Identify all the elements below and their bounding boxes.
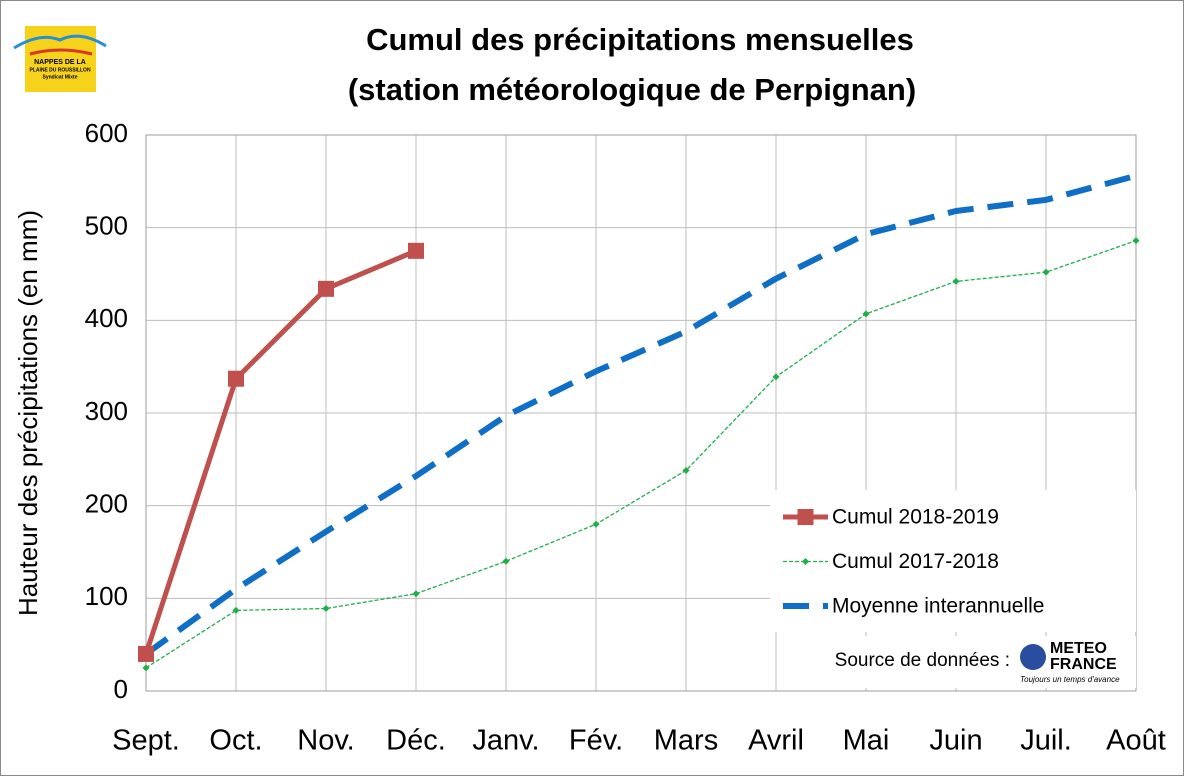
marker: [408, 242, 424, 259]
logo: NAPPES DE LA PLAINE DU ROUSSILLON Syndic…: [13, 26, 107, 92]
x-tick-label: Janv.: [472, 725, 539, 757]
marker: [142, 664, 150, 672]
legend-label: Cumul 2018-2019: [832, 506, 999, 529]
logo-wave: [13, 34, 107, 50]
legend: Cumul 2018-2019 Cumul 2017-2018 Moyenne in…: [770, 490, 1136, 632]
legend-label: Cumul 2017-2018: [832, 550, 999, 573]
legend-label: Moyenne interannuelle: [832, 595, 1044, 618]
logo-text: PLAINE DU ROUSSILLON: [29, 67, 91, 73]
x-tick-label: Déc.: [386, 725, 446, 757]
marker: [772, 373, 780, 381]
meteo-logo-tagline: Toujours un temps d'avance: [1020, 675, 1120, 684]
plot-border: [145, 134, 1137, 692]
x-tick-label: Mars: [654, 725, 718, 757]
y-tick-label: 200: [85, 489, 128, 519]
marker: [1132, 237, 1140, 245]
y-tick-label: 600: [85, 118, 128, 148]
y-tick-label: 500: [85, 211, 128, 241]
x-tick-label: Août: [1106, 725, 1166, 757]
marker: [1042, 268, 1050, 276]
source-label: Source de données :: [835, 650, 1010, 671]
marker: [228, 370, 244, 387]
y-tick-label: 0: [114, 674, 128, 704]
marker: [592, 520, 600, 528]
marker: [952, 277, 960, 285]
marker: [318, 280, 334, 297]
y-axis-label: Hauteur des précipitations (en mm): [13, 210, 43, 616]
marker: [412, 590, 420, 598]
marker: [232, 606, 240, 614]
logo-text: Syndicat Mixte: [42, 74, 77, 80]
x-tick-label: Juin: [929, 725, 982, 757]
x-tick-label: Oct.: [209, 725, 262, 757]
legend-box: [770, 490, 1136, 632]
x-tick-label: Avril: [748, 725, 804, 757]
x-tick-label: Nov.: [297, 725, 354, 757]
y-tick-label: 100: [85, 581, 128, 611]
series-line: [143, 248, 417, 655]
logo-wave: [29, 48, 93, 56]
x-tick-label: Juil.: [1020, 725, 1072, 757]
marker: [138, 645, 154, 662]
marker: [682, 466, 690, 474]
x-tick-label: Fév.: [569, 725, 623, 757]
logo-text: NAPPES DE LA: [34, 59, 86, 66]
y-tick-label: 400: [85, 303, 128, 333]
y-tick-label: 300: [85, 396, 128, 426]
marker: [322, 605, 330, 613]
x-tick-label: Mai: [843, 725, 890, 757]
marker: [502, 557, 510, 565]
marker: [797, 509, 814, 525]
marker: [862, 310, 870, 318]
chart-title: Cumul des précipitations mensuelles: [366, 22, 914, 57]
marker: [802, 558, 809, 565]
x-tick-label: Sept.: [112, 725, 180, 757]
meteo-logo-text: METEO: [1050, 640, 1107, 657]
chart-subtitle: (station météorologique de Perpignan): [348, 72, 916, 107]
series-line: [144, 172, 1137, 657]
series-line: [145, 240, 1137, 669]
meteo-logo-globe: [1020, 644, 1046, 670]
source-box: [790, 636, 1136, 688]
meteo-logo-text: FRANCE: [1050, 656, 1117, 673]
